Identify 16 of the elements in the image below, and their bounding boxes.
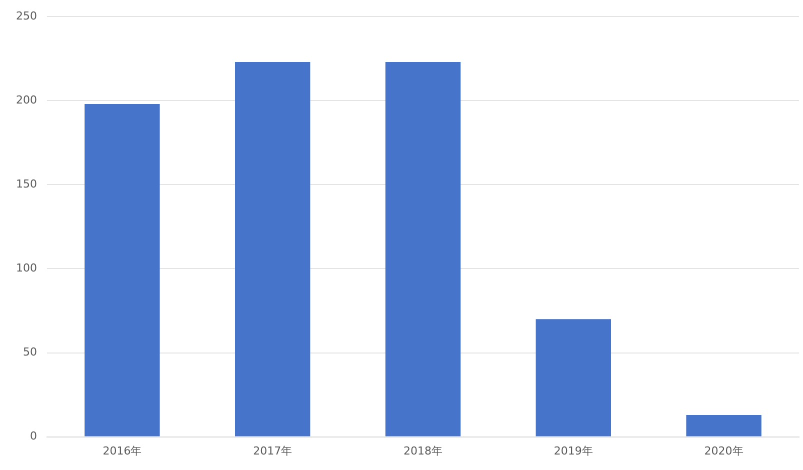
x-tick-label: 2016年 <box>102 444 142 458</box>
x-tick-label: 2017年 <box>253 444 292 458</box>
bar <box>84 104 160 436</box>
y-tick-label: 50 <box>22 346 37 359</box>
bar <box>536 319 611 436</box>
y-tick-label: 250 <box>16 9 37 22</box>
bar <box>686 414 762 436</box>
bar <box>385 62 461 436</box>
y-tick-label: 200 <box>16 94 37 106</box>
x-tick-label: 2019年 <box>554 444 593 458</box>
bar <box>234 62 310 436</box>
x-tick-label: 2018年 <box>404 444 442 458</box>
x-tick-label: 2020年 <box>704 444 744 458</box>
y-tick-label: 150 <box>16 178 37 191</box>
y-tick-label: 100 <box>16 262 37 275</box>
y-tick-label: 0 <box>30 430 37 443</box>
